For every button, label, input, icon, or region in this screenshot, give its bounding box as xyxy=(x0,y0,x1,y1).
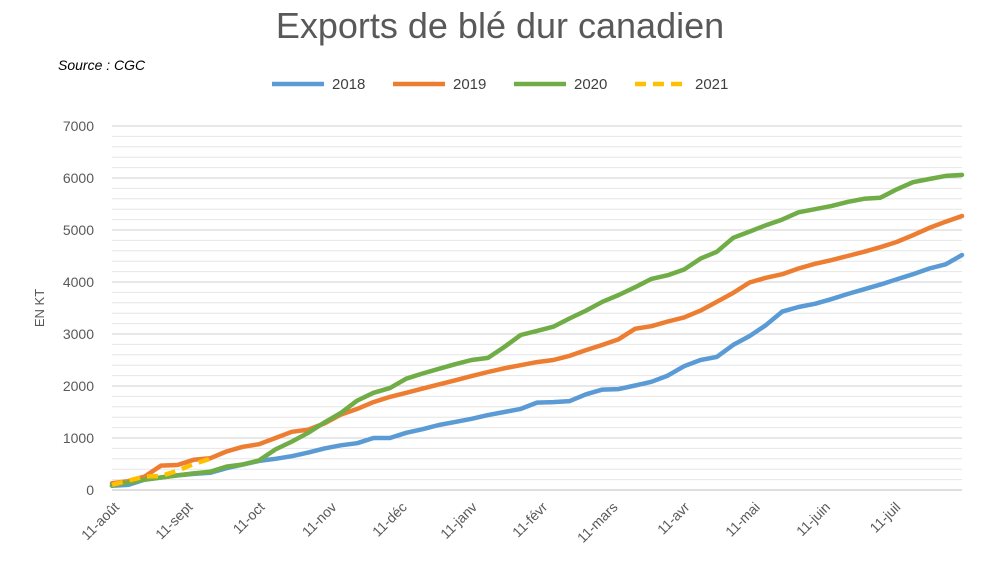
chart-title: Exports de blé dur canadien xyxy=(276,5,724,46)
y-tick-label: 4000 xyxy=(63,274,94,290)
legend-label-2021: 2021 xyxy=(695,76,728,93)
y-tick-label: 6000 xyxy=(63,170,94,186)
y-tick-label: 5000 xyxy=(63,222,94,238)
gridlines xyxy=(112,125,962,491)
y-axis-label: EN KT xyxy=(32,289,47,327)
source-note: Source : CGC xyxy=(58,57,146,73)
y-tick-label: 1000 xyxy=(63,430,94,446)
x-tick-label: 11-avr xyxy=(654,499,693,538)
series-line-2019 xyxy=(109,213,965,486)
x-tick-label: 11-juil xyxy=(866,499,903,536)
y-tick-label: 2000 xyxy=(63,378,94,394)
legend-label-2020: 2020 xyxy=(574,76,607,93)
legend: 2018 2019 2020 2021 xyxy=(272,76,728,93)
x-tick-label: 11-août xyxy=(78,499,122,543)
x-tick-label: 11-févr xyxy=(509,499,551,541)
series-line-2018 xyxy=(109,252,965,489)
y-tick-label: 7000 xyxy=(63,118,94,134)
legend-label-2018: 2018 xyxy=(332,76,365,93)
x-tick-label: 11-oct xyxy=(230,499,268,537)
x-tick-label: 11-mai xyxy=(722,499,763,540)
x-tick-label: 11-déc xyxy=(369,499,410,540)
x-tick-label: 11-juin xyxy=(793,499,833,539)
x-tick-label: 11-sept xyxy=(152,499,196,543)
x-tick-label: 11-nov xyxy=(299,499,340,540)
series-lines xyxy=(109,172,965,489)
x-axis-ticks: 11-août 11-sept 11-oct 11-nov 11-déc 11-janv 1… xyxy=(78,499,904,546)
y-axis-ticks: 0 1000 2000 3000 4000 5000 6000 7000 xyxy=(63,118,94,498)
legend-label-2019: 2019 xyxy=(453,76,486,93)
y-tick-label: 3000 xyxy=(63,326,94,342)
x-tick-label: 11-mars xyxy=(574,499,621,546)
y-tick-label: 0 xyxy=(86,482,94,498)
x-tick-label: 11-janv xyxy=(437,499,480,542)
series-line-2020 xyxy=(109,172,965,488)
